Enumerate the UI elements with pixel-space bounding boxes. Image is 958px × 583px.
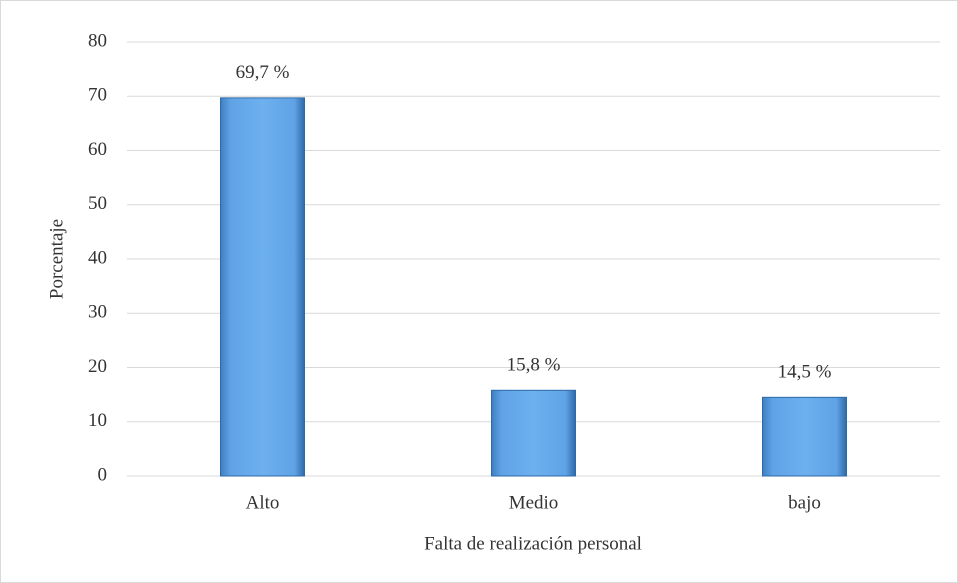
x-tick-label: Alto <box>246 492 280 513</box>
y-tick-label: 30 <box>88 302 107 323</box>
y-tick-label: 40 <box>88 247 107 268</box>
y-tick-label: 50 <box>88 193 107 214</box>
bar <box>762 396 847 477</box>
y-tick-label: 60 <box>88 139 107 160</box>
data-label: 14,5 % <box>778 362 832 383</box>
bar <box>220 97 305 477</box>
y-tick-label: 20 <box>88 356 107 377</box>
data-label: 69,7 % <box>236 62 290 83</box>
x-axis-title: Falta de realización personal <box>424 533 642 554</box>
y-tick-label: 10 <box>88 410 107 431</box>
y-tick-label: 70 <box>88 85 107 106</box>
y-tick-label: 0 <box>98 464 108 485</box>
data-label: 15,8 % <box>507 355 561 376</box>
y-tick-label: 80 <box>88 30 107 51</box>
x-tick-label: bajo <box>788 492 821 513</box>
y-axis-title: Porcentaje <box>46 219 67 299</box>
x-tick-label: Medio <box>509 492 559 513</box>
bar <box>491 389 576 477</box>
